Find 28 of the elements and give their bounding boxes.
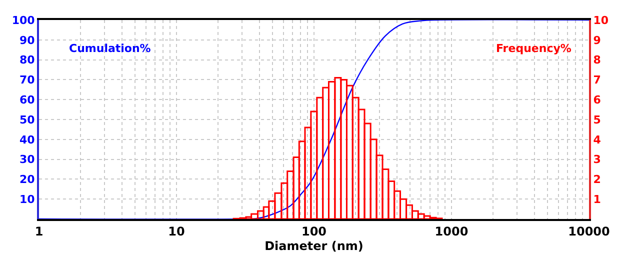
y-tick-label: 100 <box>12 14 36 27</box>
y2-tick-label: 9 <box>593 34 601 47</box>
y2-tick-label: 2 <box>593 173 601 186</box>
y-tick-label: 60 <box>19 93 36 106</box>
y2-tick-label: 8 <box>593 54 601 67</box>
x-tick-label: 100 <box>301 224 327 238</box>
y-tick-label: 10 <box>19 192 36 206</box>
y-tick-label: 80 <box>19 54 36 67</box>
y2-axis-title: Frequency% <box>496 42 572 55</box>
y2-tick-label: 10 <box>593 14 609 27</box>
y2-tick-label: 5 <box>593 113 601 126</box>
x-tick-label: 10000 <box>568 224 610 238</box>
x-tick-label: 10 <box>168 224 185 238</box>
y2-tick-label: 7 <box>593 74 601 87</box>
y2-tick-label: 3 <box>593 153 601 166</box>
y2-tick-label: 6 <box>593 93 602 106</box>
y-tick-label: 30 <box>19 153 36 166</box>
x-axis-title: Diameter (nm) <box>264 238 364 253</box>
x-tick-label: 1000 <box>434 224 468 238</box>
y-tick-label: 50 <box>19 113 36 126</box>
y2-tick-label: 4 <box>593 133 602 146</box>
y-axis-title: Cumulation% <box>69 42 151 55</box>
y-tick-label: 90 <box>19 34 36 47</box>
y2-tick-label: 1 <box>593 192 601 206</box>
y-tick-label: 20 <box>19 173 36 186</box>
x-tick-label: 1 <box>34 224 44 238</box>
y-tick-label: 40 <box>19 133 36 146</box>
y-tick-label: 70 <box>19 74 36 87</box>
